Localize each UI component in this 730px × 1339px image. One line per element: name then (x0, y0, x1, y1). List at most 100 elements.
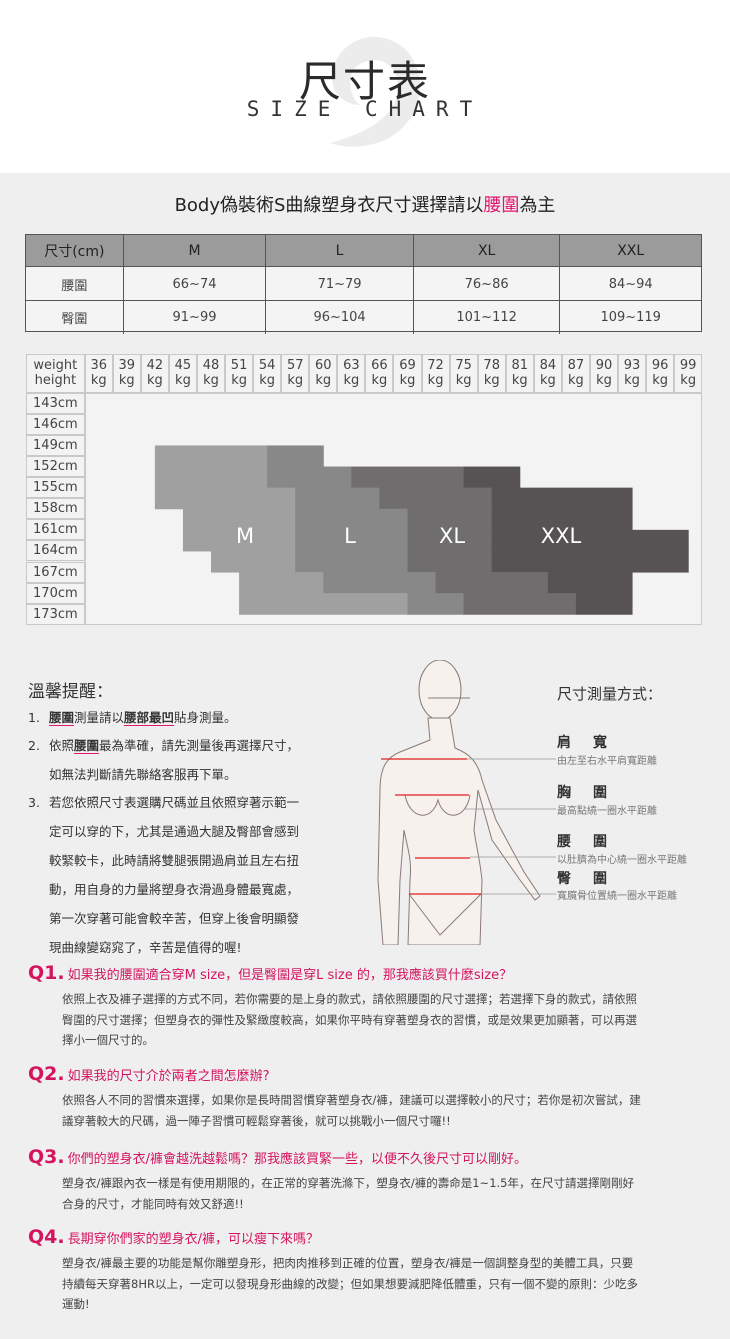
height-row-header: 149cm (26, 434, 85, 456)
weight-value: 84 (539, 358, 557, 374)
table-cell: 84~94 (608, 276, 653, 292)
size-region-xl (407, 508, 493, 531)
weight-column-header: 60 kg (309, 354, 338, 393)
weight-value: 48 (202, 358, 220, 374)
weight-column-header: 75 kg (449, 354, 478, 393)
height-row-header: 164cm (26, 540, 85, 562)
size-region-xl (407, 550, 493, 573)
weight-column-header: 69 kg (393, 354, 422, 393)
weight-column-header: 87 kg (561, 354, 590, 393)
column-header: L (266, 235, 414, 266)
table-header-row: 尺寸(cm) M L XL XXL (26, 235, 701, 266)
size-region-xl (435, 572, 549, 594)
weight-unit: kg (343, 373, 360, 389)
weight-column-header: 96 kg (646, 354, 675, 393)
size-region-l (295, 529, 409, 552)
size-region-l (295, 550, 409, 573)
headline-suffix: 為主 (519, 195, 556, 216)
tip-emphasis: 腰部最凹 (124, 710, 175, 726)
faq-number: Q3. (28, 1146, 65, 1168)
logo-watermark-icon (330, 36, 420, 147)
faq-question-text: 如果我的尺寸介於兩者之間怎麼辦? (67, 1069, 270, 1084)
size-region-xl (379, 487, 493, 510)
size-region-xl (407, 529, 493, 552)
height-row-header: 143cm (26, 392, 85, 414)
weight-column-header: 90 kg (589, 354, 619, 393)
measurement-label: 臀圍 (557, 871, 629, 887)
tip-text: 若您依照尺寸表選購尺碼並且依照穿著示範一定可以穿的下，尤其是通過大腿及臀部會感到… (49, 788, 303, 962)
height-row-header: 155cm (26, 477, 85, 499)
weight-value: 93 (623, 358, 641, 374)
faq-answer: 塑身衣/褲跟內衣一樣是有使用期限的，在正常的穿著洗滌下，塑身衣/褲的壽命是1~1… (62, 1176, 634, 1211)
column-header: XXL (560, 235, 701, 266)
weight-value: 36 (90, 358, 107, 374)
fit-regions: M L XL XXL (154, 445, 689, 615)
grid-corner-label: weight height (26, 354, 85, 393)
faq-question: Q4. 長期穿你們家的塑身衣/褲，可以瘦下來嗎？ (28, 1226, 319, 1248)
weight-column-header: 57 kg (281, 354, 310, 393)
table-cell: 腰圍 (26, 267, 124, 301)
size-region-m (211, 550, 296, 573)
weight-column-header: 72 kg (421, 354, 450, 393)
size-region-label: XL (439, 524, 465, 548)
weight-value: 42 (146, 358, 164, 374)
size-region-xxl (491, 508, 633, 531)
weight-unit: kg (259, 373, 276, 389)
weight-value: 51 (230, 358, 248, 374)
tip-item: 1. 腰圍測量請以腰部最凹貼身測量。 (28, 703, 303, 732)
size-region-m (182, 529, 296, 552)
weight-value: 66 (371, 358, 388, 374)
tip-number: 3. (28, 795, 40, 810)
weight-value: 75 (455, 358, 472, 374)
size-region-xxl (491, 550, 689, 573)
weight-column-header: 78 kg (477, 354, 506, 393)
tip-text: 腰圍測量請以腰部最凹貼身測量。 (49, 703, 303, 732)
weight-value: 96 (651, 358, 669, 374)
weight-value: 78 (483, 358, 500, 374)
faq-number: Q2. (28, 1063, 65, 1085)
measurement-description: 最高點繞一圈水平距離 (557, 806, 657, 817)
measurement-label: 胸圍 (557, 785, 629, 801)
column-header: XL (413, 235, 561, 266)
weight-column-header: 66 kg (365, 354, 394, 393)
weight-column-header: 81 kg (505, 354, 534, 393)
faq-answer: 塑身衣/褲最主要的功能是幫你雕塑身形，把肉肉推移到正確的位置，塑身衣/褲是一個調… (62, 1256, 638, 1311)
weight-height-fit-grid: weight height 36 kg 39 kg 42 kg 45 kg 48 kg 51 kg 54 kg… (26, 354, 703, 625)
weight-value: 81 (511, 358, 529, 374)
tip-item: 3. 若您依照尺寸表選購尺碼並且依照穿著示範一定可以穿的下，尤其是通過大腿及臀部會… (28, 788, 303, 962)
weight-column-header: 99 kg (674, 354, 703, 393)
headline-highlight: 腰圍 (483, 195, 520, 216)
weight-column-header: 63 kg (337, 354, 366, 393)
tip-text-part: 依照 (49, 738, 75, 753)
size-region-xl (351, 466, 465, 489)
weight-column-header: 39 kg (112, 354, 141, 393)
height-row-header: 173cm (26, 603, 85, 625)
weight-unit: kg (118, 373, 135, 389)
faq-answer: 依照各人不同的習慣來選擇，如果你是長時間習慣穿著塑身衣/褲，建議可以選擇較小的尺… (62, 1093, 641, 1128)
size-region-m (182, 508, 296, 531)
table-cell: 71~79 (266, 267, 414, 301)
weight-column-header: 36 kg (84, 354, 113, 393)
weight-unit: kg (483, 373, 500, 389)
weight-value: 39 (118, 358, 136, 374)
size-measurement-table: 尺寸(cm) M L XL XXL 腰圍 66~74 71~79 76~86 84~94 臀圍 91~… (25, 234, 702, 334)
body-figure-illustration (377, 660, 556, 945)
faq-answer: 依照上衣及褲子選擇的方式不同，若你需要的是上身的款式，請依照腰圍的尺寸選擇；若選… (62, 992, 637, 1047)
height-row-header: 170cm (26, 582, 85, 604)
weight-unit: kg (427, 373, 444, 389)
size-region-m (154, 466, 268, 489)
height-row-header: 167cm (26, 561, 85, 583)
tip-item: 2. 依照腰圍最為準確，請先測量後再選擇尺寸，如無法判斷請先聯絡客服再下單。 (28, 731, 303, 789)
faq-question: Q3. 你們的塑身衣/褲會越洗越鬆嗎？那我應該買緊一些，以便不久後尺寸可以剛好。 (28, 1146, 527, 1168)
size-region-l (267, 466, 352, 489)
measurement-description: 以肚臍為中心繞一圈水平距離 (557, 855, 687, 866)
size-region-xxl (491, 487, 633, 510)
weight-unit: kg (315, 373, 332, 389)
weight-column-header: 93 kg (618, 354, 647, 393)
size-region-label: M (236, 524, 254, 548)
weight-column-header: 45 kg (168, 354, 197, 393)
weight-unit: kg (680, 373, 697, 389)
table-row: 腰圍 66~74 71~79 76~86 84~94 (26, 266, 701, 301)
tip-text-part: 貼身測量。 (174, 710, 237, 725)
faq-question: Q2. 如果我的尺寸介於兩者之間怎麼辦? (28, 1063, 270, 1085)
